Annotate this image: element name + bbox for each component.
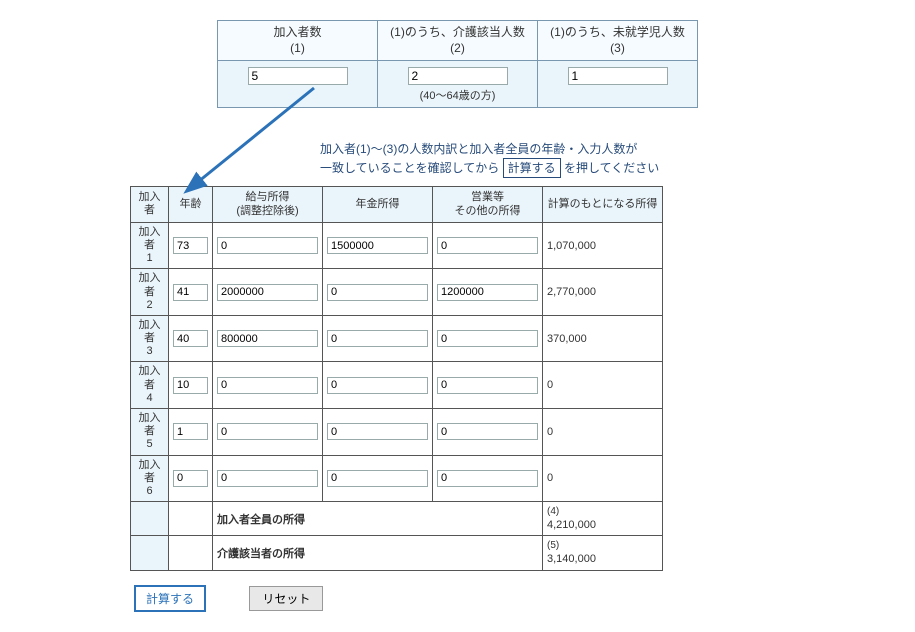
head-calc: 計算のもとになる所得: [543, 187, 663, 223]
other-input-3[interactable]: [437, 330, 538, 347]
head-age: 年齢: [169, 187, 213, 223]
calc-value-6: 0: [543, 455, 663, 502]
sum2-value: (5) 3,140,000: [543, 536, 663, 570]
row-label: 加入者 5: [131, 409, 169, 456]
salary-input-1[interactable]: [217, 237, 318, 254]
row-label: 加入者 2: [131, 269, 169, 316]
age-input-5[interactable]: [173, 423, 208, 440]
other-input-2[interactable]: [437, 284, 538, 301]
kaigo-sublabel: (40～64歳の方): [386, 87, 529, 103]
preschool-input[interactable]: [568, 67, 668, 85]
other-input-4[interactable]: [437, 377, 538, 394]
row-label: 加入者 3: [131, 315, 169, 362]
salary-input-3[interactable]: [217, 330, 318, 347]
row-label: 加入者 4: [131, 362, 169, 409]
sum1-label: 加入者全員の所得: [213, 502, 543, 536]
head-salary: 給与所得 (調整控除後): [213, 187, 323, 223]
salary-input-4[interactable]: [217, 377, 318, 394]
row-label: 加入者 6: [131, 455, 169, 502]
calc-value-2: 2,770,000: [543, 269, 663, 316]
sum1-value: (4) 4,210,000: [543, 502, 663, 536]
boxed-label: 計算する: [503, 158, 561, 178]
pension-input-2[interactable]: [327, 284, 428, 301]
col1-header: 加入者数 (1): [218, 21, 378, 61]
other-input-5[interactable]: [437, 423, 538, 440]
other-input-1[interactable]: [437, 237, 538, 254]
reset-button[interactable]: リセット: [249, 586, 323, 611]
age-input-2[interactable]: [173, 284, 208, 301]
sum2-label: 介護該当者の所得: [213, 536, 543, 570]
members-input[interactable]: [248, 67, 348, 85]
age-input-6[interactable]: [173, 470, 208, 487]
age-input-3[interactable]: [173, 330, 208, 347]
calculate-button[interactable]: 計算する: [134, 585, 206, 612]
pension-input-4[interactable]: [327, 377, 428, 394]
col2-header: (1)のうち、介護該当人数 (2): [378, 21, 538, 61]
row-label: 加入者 1: [131, 222, 169, 269]
summary-table: 加入者数 (1) (1)のうち、介護該当人数 (2) (1)のうち、未就学児人数…: [217, 20, 698, 108]
col3-header: (1)のうち、未就学児人数 (3): [538, 21, 698, 61]
kaigo-input[interactable]: [408, 67, 508, 85]
head-member: 加入者: [131, 187, 169, 223]
calc-value-1: 1,070,000: [543, 222, 663, 269]
calc-value-4: 0: [543, 362, 663, 409]
pension-input-6[interactable]: [327, 470, 428, 487]
income-table: 加入者 年齢 給与所得 (調整控除後) 年金所得 営業等 その他の所得 計算のも…: [130, 186, 663, 571]
age-input-1[interactable]: [173, 237, 208, 254]
other-input-6[interactable]: [437, 470, 538, 487]
pension-input-1[interactable]: [327, 237, 428, 254]
instruction-text: 加入者(1)～(3)の人数内訳と加入者全員の年齢・入力人数が 一致していることを…: [320, 140, 785, 178]
salary-input-6[interactable]: [217, 470, 318, 487]
head-other: 営業等 その他の所得: [433, 187, 543, 223]
head-pension: 年金所得: [323, 187, 433, 223]
calc-value-5: 0: [543, 409, 663, 456]
salary-input-2[interactable]: [217, 284, 318, 301]
pension-input-3[interactable]: [327, 330, 428, 347]
pension-input-5[interactable]: [327, 423, 428, 440]
salary-input-5[interactable]: [217, 423, 318, 440]
age-input-4[interactable]: [173, 377, 208, 394]
calc-value-3: 370,000: [543, 315, 663, 362]
